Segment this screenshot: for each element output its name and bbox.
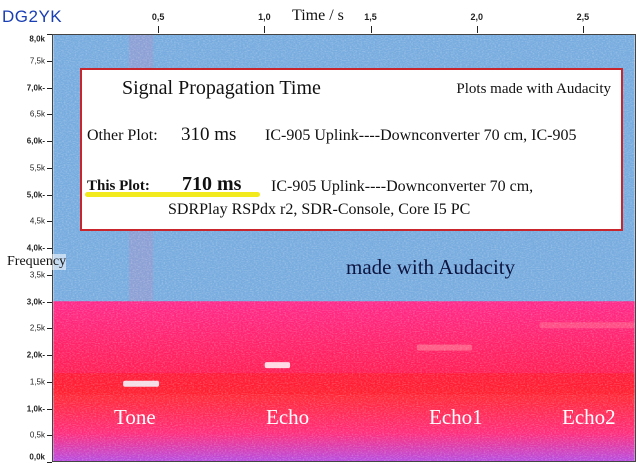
time-axis-title: Time / s <box>292 7 344 24</box>
this-plot-description-line2: SDRPlay RSPdx r2, SDR-Console, Core I5 P… <box>168 201 471 218</box>
y-tick-label: 5,5k <box>29 163 45 173</box>
y-tick-label: 5,0k- <box>26 190 45 199</box>
time-axis: 0,5 1,0 1,5 2,0 2,5 <box>50 0 640 34</box>
x-tick <box>370 26 372 33</box>
callsign-label: DG2YK <box>2 7 63 26</box>
y-tick-label: 1,5k <box>29 377 45 387</box>
y-tick-label: 1,0k- <box>26 404 45 413</box>
x-tick-label: 2,5 <box>576 12 590 22</box>
y-tick-label: 0,5k <box>29 430 45 440</box>
y-tick-label: 6,0k- <box>26 136 45 146</box>
info-box-note: Plots made with Audacity <box>456 81 611 97</box>
y-tick-label: 3,5k <box>29 270 45 280</box>
y-tick <box>47 435 52 437</box>
x-tick <box>264 26 266 33</box>
x-tick-label: 2,0 <box>470 12 483 22</box>
info-box-title: Signal Propagation Time <box>122 77 321 99</box>
y-tick <box>47 141 52 142</box>
other-plot-description: IC-905 Uplink----Downconverter 70 cm, IC… <box>265 127 577 144</box>
x-tick <box>582 26 584 33</box>
y-tick <box>47 328 52 330</box>
other-plot-label: Other Plot: <box>87 127 158 144</box>
x-tick-label: 1,0 <box>258 12 271 22</box>
y-tick-label: 3,0k- <box>26 297 45 306</box>
frequency-axis-title: Frequency <box>7 254 67 270</box>
other-plot-value: 310 ms <box>181 124 237 145</box>
y-tick <box>47 301 52 303</box>
y-tick <box>47 167 52 169</box>
y-tick <box>47 221 52 223</box>
y-tick <box>47 34 52 35</box>
this-plot-value: 710 ms <box>182 173 242 195</box>
y-tick <box>47 381 52 383</box>
x-tick <box>158 26 160 33</box>
y-tick <box>47 114 52 116</box>
y-tick-label: 2,0k- <box>26 350 45 360</box>
echo1-label: Echo1 <box>429 405 483 429</box>
y-tick-label: 0,0k <box>29 452 45 462</box>
y-tick-label: 7,5k <box>29 56 45 66</box>
y-tick-label: 7,0k- <box>26 83 45 92</box>
this-plot-highlight <box>85 192 260 197</box>
y-tick-label: 4,5k <box>29 216 45 226</box>
y-tick <box>47 408 52 410</box>
x-tick-label: 0,5 <box>151 12 165 22</box>
y-tick <box>47 194 52 196</box>
y-tick-label: 6,5k <box>29 109 45 119</box>
echo-label: Echo <box>266 405 310 429</box>
info-box: Signal Propagation Time Plots made with … <box>80 68 623 231</box>
frequency-axis: 8,0k 7,5k 7,0k- 6,5k 6,0k- 5,5k 5,0k- 4,5k 4,0k-… <box>0 34 52 463</box>
y-tick <box>47 274 52 276</box>
y-tick <box>47 60 52 62</box>
x-tick-label: 1,5 <box>364 12 377 22</box>
tone-label: Tone <box>114 405 156 429</box>
y-tick <box>47 248 52 249</box>
y-tick <box>47 462 52 463</box>
echo2-label: Echo2 <box>562 405 616 429</box>
y-tick-label: 2,5k <box>29 323 45 333</box>
y-tick-label: 4,0k- <box>26 243 45 253</box>
y-tick <box>47 355 52 356</box>
y-tick <box>47 87 52 89</box>
this-plot-description-line1: IC-905 Uplink----Downconverter 70 cm, <box>271 178 534 195</box>
x-tick <box>476 26 478 33</box>
made-with-audacity-text: made with Audacity <box>346 255 516 279</box>
this-plot-label: This Plot: <box>87 178 150 194</box>
y-tick-label: 8,0k <box>29 34 45 44</box>
